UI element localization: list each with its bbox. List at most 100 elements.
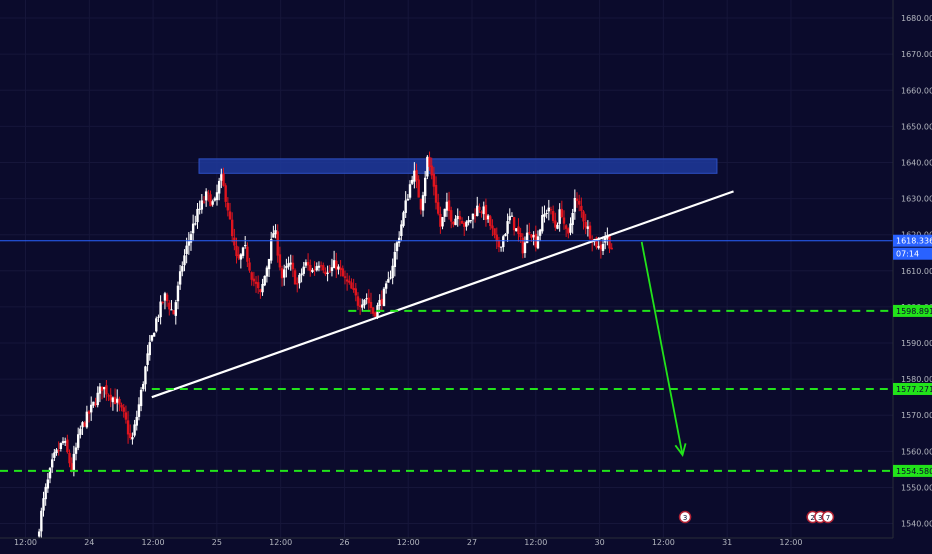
support-price-tag-bg bbox=[893, 382, 932, 395]
candle-body bbox=[406, 198, 410, 201]
candle-body bbox=[480, 211, 483, 213]
candle-body bbox=[283, 269, 286, 278]
candle-body bbox=[126, 420, 130, 435]
candle-body bbox=[291, 262, 295, 270]
candle-body bbox=[296, 283, 299, 285]
candle-body bbox=[103, 386, 106, 390]
candle-body bbox=[460, 221, 464, 224]
candle-body bbox=[161, 301, 164, 303]
candle-body bbox=[423, 177, 427, 197]
candle-body bbox=[252, 278, 256, 282]
candle-body bbox=[430, 165, 433, 176]
candle-body bbox=[270, 239, 273, 261]
candle-body bbox=[374, 312, 377, 317]
candle-body bbox=[250, 272, 253, 280]
candle-body bbox=[50, 459, 54, 468]
candle-body bbox=[421, 195, 425, 211]
candle-body bbox=[573, 198, 577, 212]
candle-body bbox=[478, 206, 481, 210]
candle-body bbox=[111, 397, 115, 403]
candle-body bbox=[137, 404, 141, 417]
candle-body bbox=[107, 395, 110, 397]
candle-body bbox=[298, 274, 301, 284]
candle-body bbox=[417, 179, 420, 198]
candle-body bbox=[81, 422, 84, 428]
candle-body bbox=[476, 205, 479, 216]
candle-body bbox=[133, 424, 136, 436]
y-tick-label: 1590.000 bbox=[901, 339, 932, 348]
candle-body bbox=[109, 394, 112, 401]
candle-body bbox=[135, 416, 138, 426]
candle-body bbox=[393, 251, 397, 267]
candle-body bbox=[304, 262, 308, 266]
candle-body bbox=[358, 305, 362, 307]
candle-body bbox=[404, 200, 407, 213]
event-marker-label: 3 bbox=[683, 514, 687, 522]
x-tick-label: 24 bbox=[84, 538, 94, 547]
candle-body bbox=[315, 266, 318, 271]
candle-body bbox=[85, 411, 89, 428]
candle-body bbox=[257, 282, 260, 289]
candle-body bbox=[588, 225, 592, 239]
candle-body bbox=[493, 228, 496, 236]
candle-body bbox=[44, 486, 47, 500]
candle-body bbox=[165, 294, 169, 302]
candle-body bbox=[441, 217, 444, 227]
candle-body bbox=[415, 170, 418, 181]
candle-body bbox=[155, 318, 158, 332]
candle-body bbox=[465, 221, 468, 227]
candle-body bbox=[57, 450, 60, 452]
candle-body bbox=[66, 439, 69, 453]
candle-body bbox=[311, 269, 314, 272]
projection-arrow[interactable] bbox=[640, 241, 684, 456]
support-price-tag: 1577.271 bbox=[896, 385, 932, 394]
candle-body bbox=[53, 452, 56, 458]
resistance-zone[interactable] bbox=[198, 158, 718, 174]
candle-body bbox=[280, 268, 284, 279]
candle-body bbox=[432, 173, 436, 187]
current-price-tag-bg bbox=[893, 234, 932, 247]
candle-body bbox=[274, 230, 277, 235]
candle-body bbox=[530, 234, 533, 238]
candle-body bbox=[263, 275, 266, 286]
candle-body bbox=[174, 302, 177, 316]
candle-body bbox=[564, 225, 568, 229]
candle-body bbox=[387, 279, 390, 283]
candle-body bbox=[343, 276, 347, 278]
candle-body bbox=[196, 208, 199, 223]
candle-body bbox=[90, 404, 93, 413]
candle-body bbox=[345, 279, 349, 282]
candle-body bbox=[456, 215, 459, 220]
x-tick-label: 27 bbox=[467, 538, 477, 547]
candle-body bbox=[469, 220, 472, 222]
candle-body bbox=[508, 216, 511, 221]
candle-body bbox=[83, 422, 86, 427]
candle-body bbox=[332, 260, 336, 268]
candle-body bbox=[352, 288, 355, 290]
candle-body bbox=[118, 398, 121, 405]
candle-body bbox=[454, 218, 457, 226]
candle-body bbox=[92, 401, 95, 406]
candle-body bbox=[94, 403, 97, 406]
candle-body bbox=[287, 263, 290, 267]
candle-body bbox=[554, 220, 557, 228]
candle-body bbox=[419, 199, 423, 210]
ascending-trendline[interactable] bbox=[151, 190, 734, 399]
event-marker[interactable] bbox=[821, 510, 835, 524]
candle-body bbox=[213, 198, 217, 201]
candle-body bbox=[70, 463, 73, 471]
event-marker[interactable] bbox=[678, 510, 692, 524]
candle-body bbox=[254, 281, 258, 284]
candle-body bbox=[458, 216, 462, 220]
candle-body bbox=[541, 215, 544, 232]
y-tick-label: 1680.000 bbox=[901, 14, 932, 23]
candle-body bbox=[380, 298, 384, 305]
candle-body bbox=[354, 288, 357, 296]
candle-body bbox=[517, 226, 520, 234]
candle-body bbox=[580, 205, 583, 211]
candle-body bbox=[37, 531, 41, 537]
candle-body bbox=[204, 191, 208, 201]
